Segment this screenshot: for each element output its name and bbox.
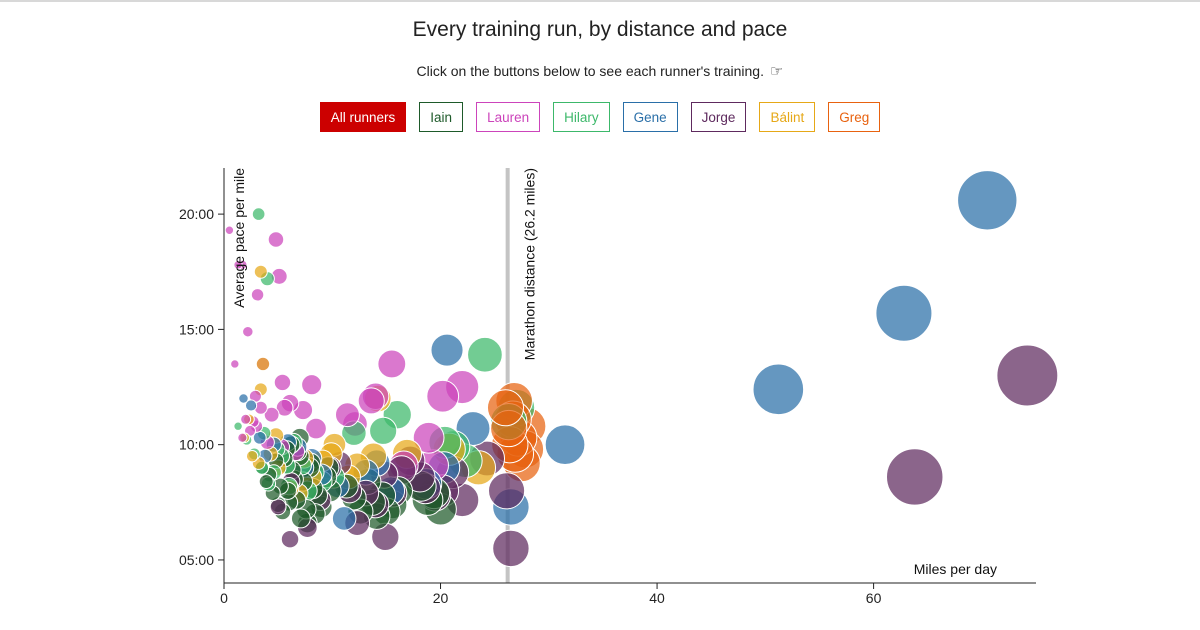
filter-button-iain[interactable]: Iain <box>419 102 464 132</box>
data-point-jorge <box>996 344 1059 407</box>
filter-button-b-lint[interactable]: Bálint <box>759 102 816 132</box>
filter-button-all-runners[interactable]: All runners <box>319 102 407 132</box>
data-point-hilary <box>467 336 503 373</box>
marathon-label: Marathon distance (26.2 miles) <box>522 168 538 360</box>
data-point-lauren <box>273 373 292 392</box>
data-point-jorge <box>280 529 300 549</box>
data-point-lauren <box>377 349 407 379</box>
data-point-lauren <box>250 288 265 302</box>
data-point-lauren <box>305 417 327 440</box>
data-point-lauren <box>267 231 285 248</box>
subtitle-text: Click on the buttons below to see each r… <box>416 63 764 79</box>
chart-title: Every training run, by distance and pace <box>412 18 788 41</box>
data-point-lauren <box>263 406 280 423</box>
filter-button-greg[interactable]: Greg <box>828 102 881 132</box>
data-point-lauren <box>237 432 248 443</box>
y-tick-label: 15:00 <box>179 321 214 337</box>
data-point-lauren <box>426 379 460 413</box>
x-tick-label: 40 <box>649 590 665 606</box>
y-tick-label: 20:00 <box>179 206 214 222</box>
data-point-greg <box>486 389 525 427</box>
data-point-lauren <box>275 398 294 417</box>
data-point-hilary <box>369 416 398 445</box>
data-point-lauren <box>412 421 445 454</box>
pointing-hand-icon: ☞ <box>769 63 784 80</box>
data-point-gene <box>430 333 464 367</box>
data-point-lauren <box>233 260 243 270</box>
filter-button-jorge[interactable]: Jorge <box>690 102 747 132</box>
filter-button-lauren[interactable]: Lauren <box>476 102 541 132</box>
data-point-gene <box>331 506 357 531</box>
data-point-gene <box>875 284 933 342</box>
data-point-iain <box>258 474 274 490</box>
data-point-gene <box>752 363 805 416</box>
data-point-jorge <box>886 448 944 506</box>
x-tick-label: 20 <box>433 590 449 606</box>
top-divider <box>0 0 1200 2</box>
data-point-b-lint <box>253 264 268 279</box>
filter-button-gene[interactable]: Gene <box>622 102 678 132</box>
data-point-jorge <box>488 472 526 510</box>
data-point-gene <box>238 393 249 404</box>
data-point-hilary <box>233 421 243 431</box>
y-tick-label: 05:00 <box>179 552 214 568</box>
data-point-b-lint <box>255 356 271 372</box>
y-axis-title: Average pace per mile <box>231 168 247 308</box>
data-point-lauren <box>240 413 252 425</box>
data-point-lauren <box>224 225 235 235</box>
filter-button-hilary[interactable]: Hilary <box>553 102 610 132</box>
x-axis-title: Miles per day <box>914 561 997 577</box>
x-tick-label: 60 <box>866 590 882 606</box>
data-point-b-lint <box>245 449 259 463</box>
subtitle: Click on the buttons below to see each r… <box>0 62 1200 80</box>
data-point-jorge <box>492 529 530 568</box>
data-point-gene <box>544 424 586 466</box>
data-point-lauren <box>242 325 254 338</box>
data-point-lauren <box>357 387 385 415</box>
y-tick-label: 10:00 <box>179 437 214 453</box>
data-point-lauren <box>230 359 240 369</box>
x-tick-label: 0 <box>220 590 228 606</box>
data-point-gene <box>957 170 1018 231</box>
data-point-hilary <box>251 207 266 221</box>
data-point-lauren <box>301 374 323 396</box>
data-point-jorge <box>269 498 287 516</box>
data-point-iain <box>290 508 311 529</box>
data-point-lauren <box>334 402 360 428</box>
data-points <box>224 168 1059 583</box>
data-point-gene <box>244 399 258 412</box>
runner-filter-buttons: All runners Iain Lauren Hilary Gene Jorge Báli… <box>0 102 1200 132</box>
axes: 05:00 10:00 15:00 20:00 0 20 40 60 Average pace … <box>179 168 1036 606</box>
